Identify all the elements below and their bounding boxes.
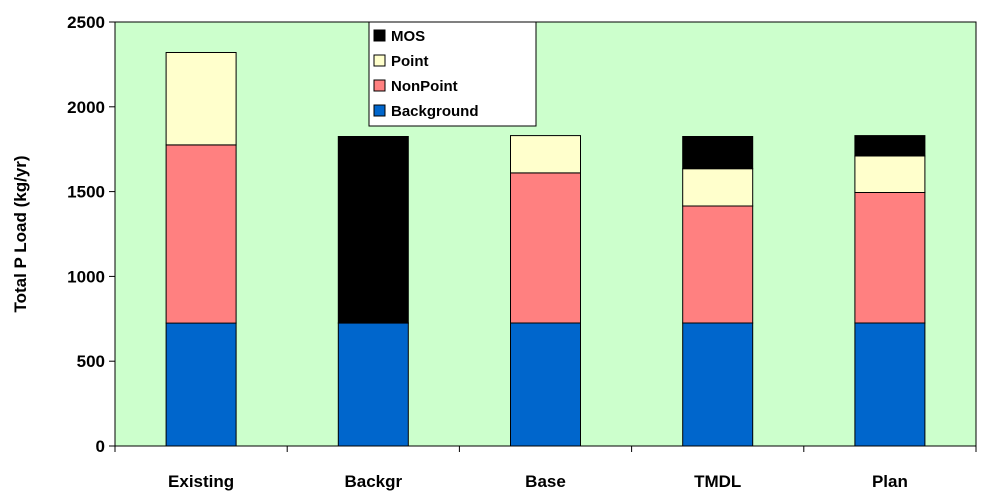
legend-label-nonpoint: NonPoint bbox=[391, 78, 458, 95]
legend-swatch-point bbox=[373, 54, 386, 67]
bar-existing-background bbox=[165, 322, 237, 447]
legend-box bbox=[368, 21, 537, 127]
y-axis-title: Total P Load (kg/yr) bbox=[11, 155, 30, 312]
bar-tmdl-mos bbox=[682, 136, 754, 170]
bar-base-background bbox=[510, 322, 581, 447]
bar-backgr-mos bbox=[337, 136, 409, 324]
bar-plan-point bbox=[854, 155, 926, 193]
bar-plan-nonpoint bbox=[854, 191, 926, 324]
x-tick-label: Existing bbox=[168, 472, 234, 491]
bar-tmdl-nonpoint bbox=[682, 205, 754, 324]
bar-tmdl-point bbox=[682, 168, 754, 207]
y-tick-label: 2000 bbox=[67, 98, 105, 117]
y-tick-label: 0 bbox=[96, 437, 105, 456]
y-axis: 0 500 1000 1500 2000 2500 bbox=[67, 13, 115, 456]
legend-swatch-nonpoint bbox=[373, 79, 386, 92]
x-tick-label: TMDL bbox=[694, 472, 741, 491]
legend-label-background: Background bbox=[391, 103, 479, 120]
y-tick-label: 500 bbox=[77, 352, 105, 371]
x-tick-label: Plan bbox=[872, 472, 908, 491]
x-axis: Existing Backgr Base TMDL Plan bbox=[114, 446, 977, 491]
legend-label-point: Point bbox=[391, 53, 429, 70]
bar-existing-nonpoint bbox=[165, 144, 237, 324]
legend-swatch-background bbox=[373, 104, 386, 117]
bar-existing-point bbox=[165, 52, 237, 146]
bar-base-nonpoint bbox=[510, 172, 581, 324]
x-tick-label: Base bbox=[525, 472, 566, 491]
bars-layer bbox=[165, 52, 926, 447]
legend-swatch-mos bbox=[373, 29, 386, 42]
legend: MOS Point NonPoint Background bbox=[368, 21, 537, 127]
y-tick-label: 1500 bbox=[67, 183, 105, 202]
legend-label-mos: MOS bbox=[391, 28, 425, 45]
bar-backgr-background bbox=[337, 322, 409, 447]
bar-tmdl-background bbox=[682, 322, 754, 447]
y-tick-label: 1000 bbox=[67, 267, 105, 286]
bar-plan-background bbox=[854, 322, 926, 447]
bar-plan-mos bbox=[854, 135, 926, 157]
x-tick-label: Backgr bbox=[344, 472, 402, 491]
y-tick-label: 2500 bbox=[67, 13, 105, 32]
bar-base-point bbox=[510, 135, 581, 174]
